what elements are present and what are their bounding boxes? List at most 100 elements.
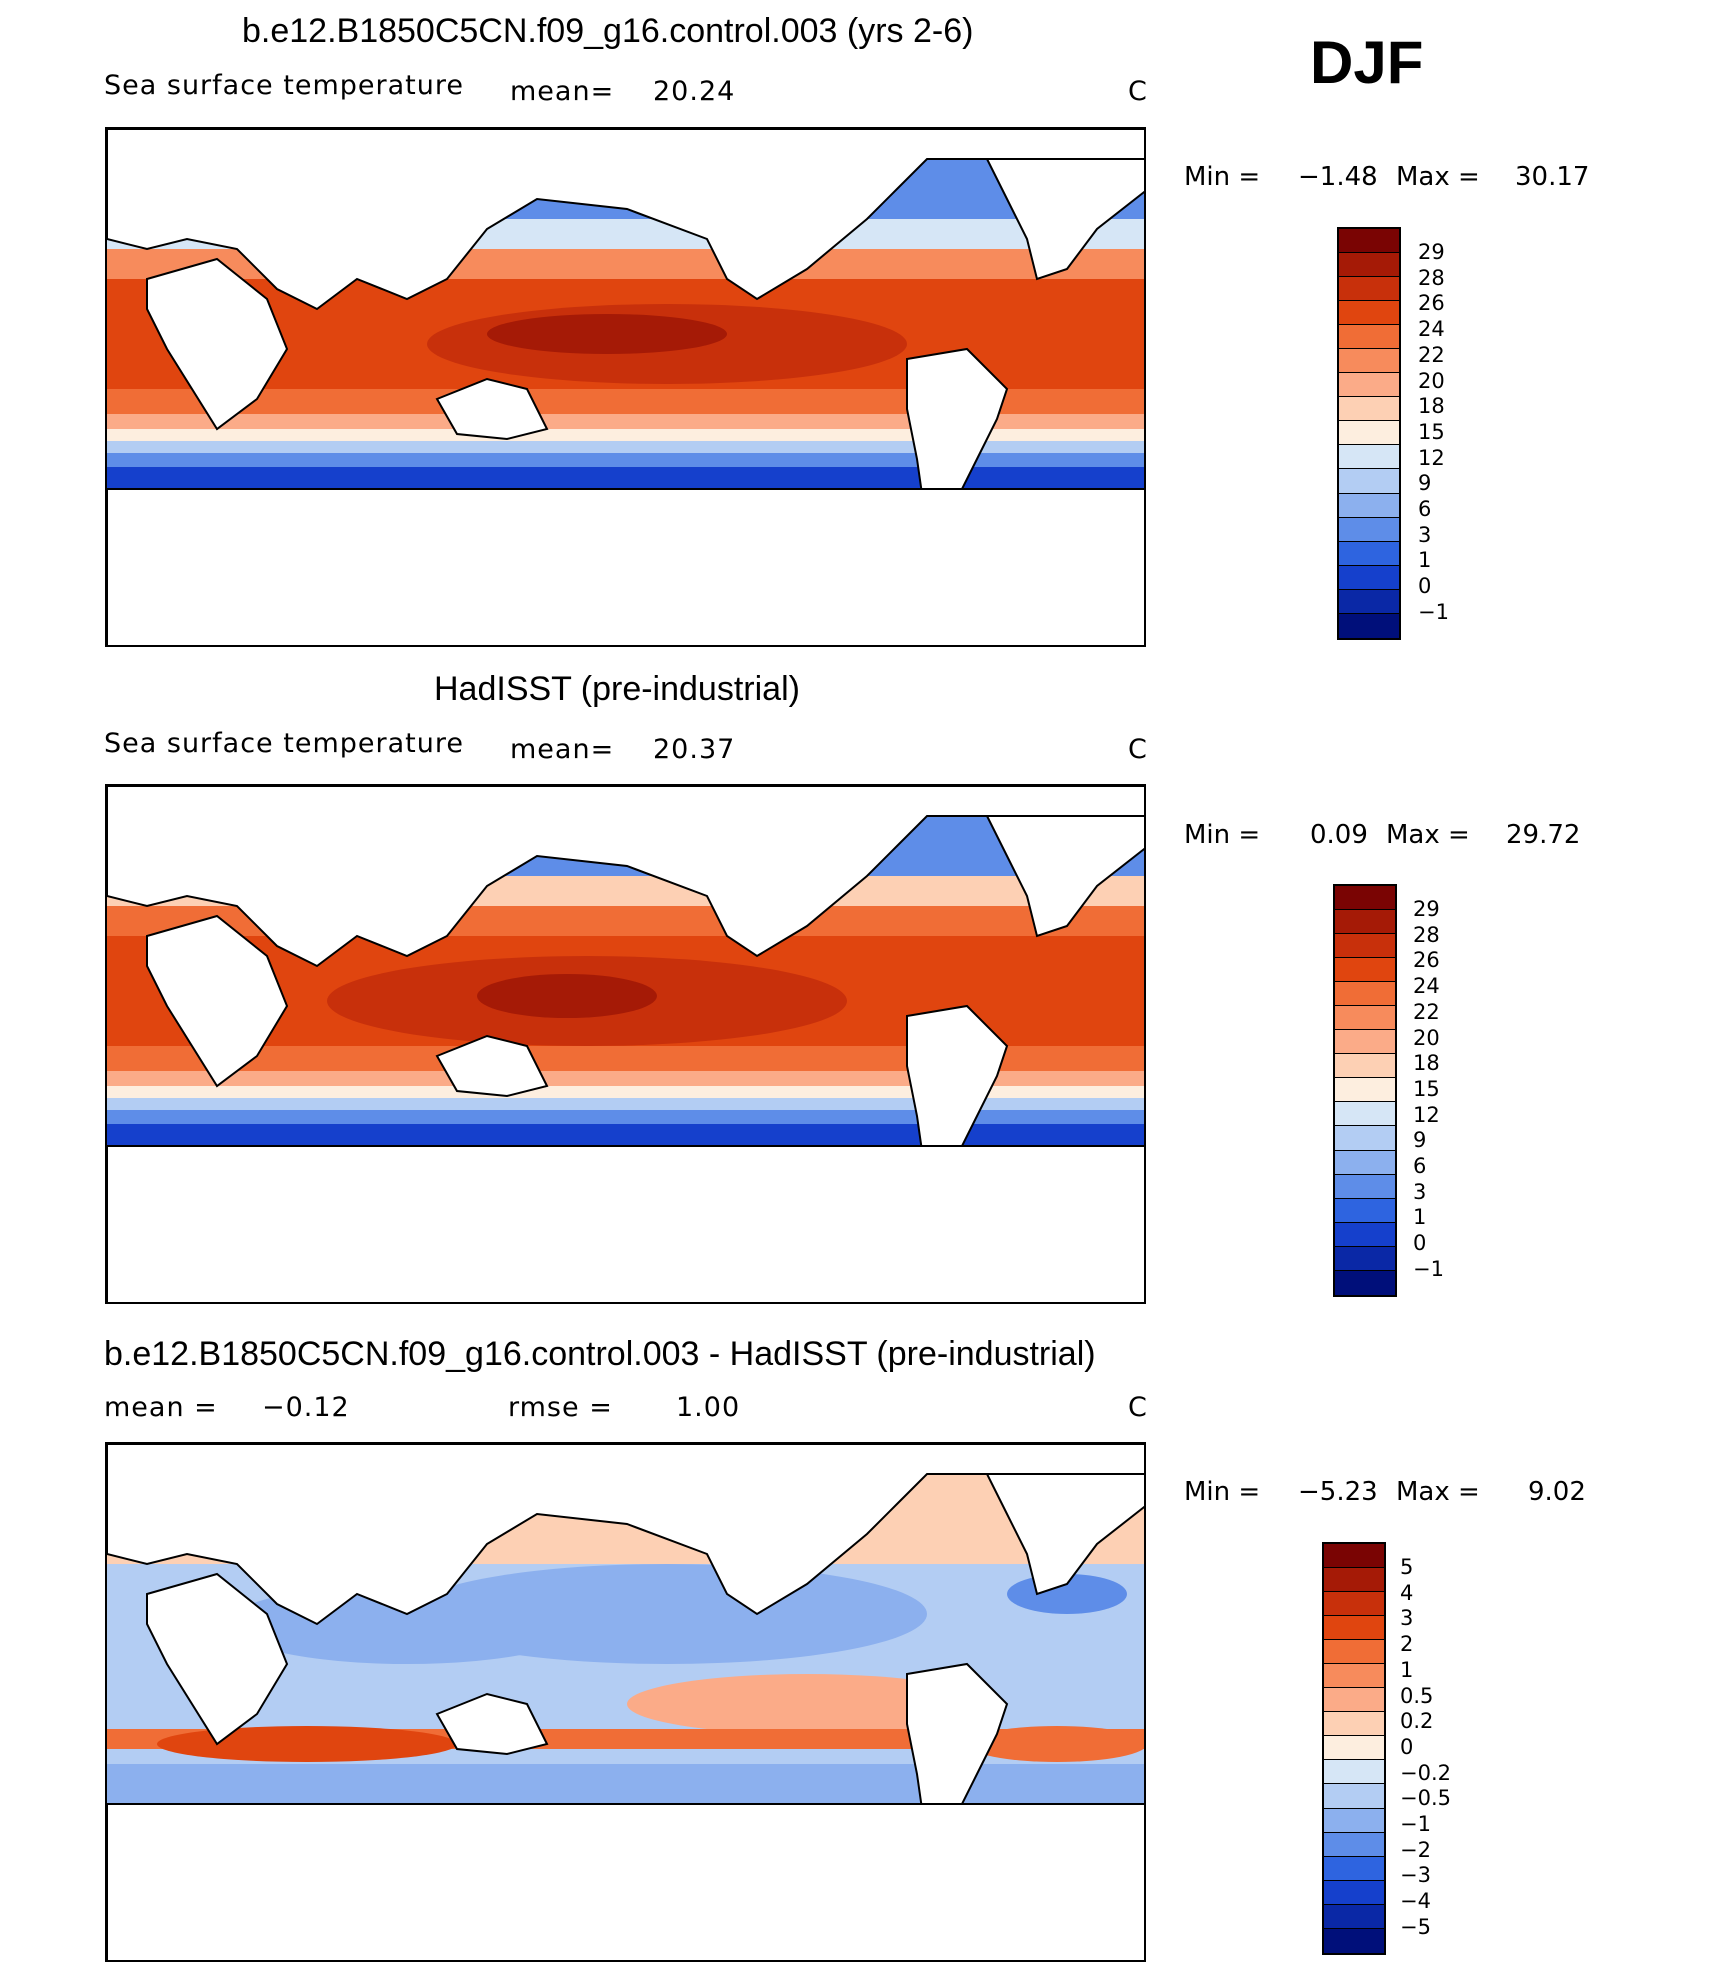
- panel-3-colorbar-tick-label: −0.5: [1400, 1786, 1451, 1811]
- panel-3-colorbar-swatch: [1324, 1688, 1384, 1713]
- panel-2-colorbar-swatch: [1335, 958, 1395, 983]
- panel-3-max-value: 9.02: [1528, 1477, 1586, 1507]
- panel-1-colorbar-tick-label: 24: [1418, 317, 1445, 342]
- panel-1-subtitle: Sea surface temperature: [104, 70, 464, 101]
- panel-3-colorbar-tick-label: 0.5: [1400, 1683, 1434, 1708]
- panel-1-min-label: Min =: [1184, 162, 1261, 192]
- panel-1-colorbar-swatch: [1339, 445, 1399, 470]
- panel-1-colorbar-swatch: [1339, 253, 1399, 278]
- panel-2-colorbar-swatch: [1335, 1054, 1395, 1079]
- panel-2-colorbar-tick-label: 22: [1413, 999, 1440, 1024]
- panel-1-colorbar-swatch: [1339, 229, 1399, 254]
- panel-2-colorbar-swatch: [1335, 1222, 1395, 1247]
- panel-1-colorbar-tick-label: 3: [1418, 522, 1432, 547]
- panel-3-max-label: Max =: [1396, 1477, 1480, 1507]
- panel-2-colorbar-tick-label: −1: [1413, 1256, 1444, 1281]
- panel-2-colorbar-tick-label: 15: [1413, 1076, 1440, 1101]
- panel-3-colorbar-swatch: [1324, 1568, 1384, 1593]
- panel-2-colorbar-swatch: [1335, 1198, 1395, 1223]
- panel-1-colorbar-swatch: [1339, 277, 1399, 302]
- panel-3-mean-label: mean =: [104, 1392, 218, 1423]
- panel-3-colorbar-tick-label: 4: [1400, 1580, 1414, 1605]
- panel-2-mean-value: 20.37: [653, 734, 736, 765]
- panel-2-colorbar-swatch: [1335, 886, 1395, 911]
- panel-2-colorbar: [1333, 884, 1397, 1297]
- panel-2-colorbar-swatch: [1335, 1246, 1395, 1271]
- panel-3-min-value: −5.23: [1298, 1477, 1378, 1507]
- panel-3-map: [105, 1442, 1146, 1962]
- panel-2-colorbar-swatch: [1335, 934, 1395, 959]
- panel-3-colorbar-swatch: [1324, 1640, 1384, 1665]
- panel-2-colorbar-swatch: [1335, 1270, 1395, 1295]
- panel-3-colorbar-swatch: [1324, 1928, 1384, 1953]
- panel-1-colorbar-swatch: [1339, 325, 1399, 350]
- panel-1-colorbar-tick-label: 0: [1418, 574, 1432, 599]
- panel-3-colorbar-swatch: [1324, 1832, 1384, 1857]
- panel-3-colorbar-swatch: [1324, 1664, 1384, 1689]
- panel-3-colorbar-tick-label: 1: [1400, 1657, 1414, 1682]
- panel-3-colorbar-swatch: [1324, 1880, 1384, 1905]
- panel-2-colorbar-tick-label: 26: [1413, 948, 1440, 973]
- panel-3-rmse-label: rmse =: [508, 1392, 613, 1423]
- panel-2-colorbar-tick-label: 6: [1413, 1154, 1427, 1179]
- panel-3-colorbar: [1322, 1542, 1386, 1955]
- panel-3-units: C: [1128, 1392, 1148, 1423]
- panel-1-colorbar-tick-label: 1: [1418, 548, 1432, 573]
- panel-3-colorbar-swatch: [1324, 1808, 1384, 1833]
- panel-3-map-svg: [107, 1444, 1144, 1960]
- panel-2-map-svg: [107, 786, 1144, 1302]
- panel-1-title: b.e12.B1850C5CN.f09_g16.control.003 (yrs…: [242, 12, 974, 50]
- panel-2-colorbar-tick-label: 18: [1413, 1051, 1440, 1076]
- panel-1-mean-value: 20.24: [653, 76, 736, 107]
- panel-1-colorbar-swatch: [1339, 469, 1399, 494]
- panel-1-colorbar-tick-label: −1: [1418, 599, 1449, 624]
- panel-2-min-label: Min =: [1184, 820, 1261, 850]
- panel-2-colorbar-tick-label: 3: [1413, 1179, 1427, 1204]
- panel-1-colorbar-tick-label: 6: [1418, 497, 1432, 522]
- panel-1-colorbar: [1337, 227, 1401, 640]
- panel-3-colorbar-tick-label: −3: [1400, 1863, 1431, 1888]
- panel-2-map: [105, 784, 1146, 1304]
- panel-1-colorbar-tick-label: 12: [1418, 445, 1445, 470]
- panel-2-units: C: [1128, 734, 1148, 765]
- panel-3-colorbar-swatch: [1324, 1712, 1384, 1737]
- panel-2-colorbar-swatch: [1335, 1030, 1395, 1055]
- panel-2-colorbar-tick-label: 20: [1413, 1025, 1440, 1050]
- panel-2-colorbar-swatch: [1335, 1126, 1395, 1151]
- panel-3-colorbar-swatch: [1324, 1784, 1384, 1809]
- panel-1-colorbar-tick-label: 28: [1418, 265, 1445, 290]
- panel-1-colorbar-swatch: [1339, 397, 1399, 422]
- panel-1-colorbar-swatch: [1339, 421, 1399, 446]
- panel-3-colorbar-tick-label: −0.2: [1400, 1760, 1451, 1785]
- panel-2-colorbar-tick-label: 0: [1413, 1231, 1427, 1256]
- panel-1-max-value: 30.17: [1515, 162, 1590, 192]
- panel-2-min-value: 0.09: [1310, 820, 1368, 850]
- panel-3-colorbar-tick-label: 2: [1400, 1632, 1414, 1657]
- panel-2-colorbar-swatch: [1335, 1102, 1395, 1127]
- panel-1-colorbar-swatch: [1339, 373, 1399, 398]
- panel-2-colorbar-swatch: [1335, 1174, 1395, 1199]
- panel-2-colorbar-tick-label: 29: [1413, 897, 1440, 921]
- panel-1-colorbar-labels: 29 28 26 24 22 20 18 15 12 9 6 3 1 0 −1: [1418, 240, 1449, 626]
- panel-2-subtitle: Sea surface temperature: [104, 728, 464, 759]
- panel-2-colorbar-tick-label: 9: [1413, 1128, 1427, 1153]
- panel-3-mean-value: −0.12: [262, 1392, 350, 1423]
- panel-3-min-label: Min =: [1184, 1477, 1261, 1507]
- panel-1-colorbar-tick-label: 15: [1418, 419, 1445, 444]
- panel-3-colorbar-swatch: [1324, 1856, 1384, 1881]
- panel-3-colorbar-tick-label: −2: [1400, 1837, 1431, 1862]
- panel-3-colorbar-tick-label: −4: [1400, 1889, 1431, 1914]
- panel-3-colorbar-tick-label: 0.2: [1400, 1709, 1434, 1734]
- panel-1-colorbar-tick-label: 29: [1418, 240, 1445, 264]
- panel-3-colorbar-swatch: [1324, 1760, 1384, 1785]
- panel-3-colorbar-tick-label: −5: [1400, 1914, 1431, 1939]
- panel-2-mean-label: mean=: [510, 734, 615, 765]
- panel-2-colorbar-swatch: [1335, 982, 1395, 1007]
- panel-3-colorbar-swatch: [1324, 1616, 1384, 1641]
- panel-3-colorbar-swatch: [1324, 1544, 1384, 1569]
- panel-2-colorbar-tick-label: 1: [1413, 1205, 1427, 1230]
- panel-1-colorbar-tick-label: 9: [1418, 471, 1432, 496]
- panel-1-min-value: −1.48: [1298, 162, 1378, 192]
- panel-1-map-svg: [107, 129, 1144, 645]
- panel-3-title: b.e12.B1850C5CN.f09_g16.control.003 - Ha…: [104, 1335, 1096, 1373]
